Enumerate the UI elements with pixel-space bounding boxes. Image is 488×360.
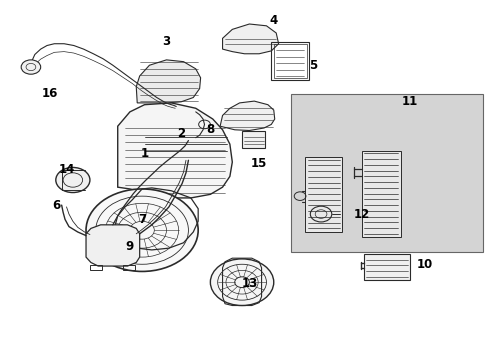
Circle shape: [86, 189, 198, 271]
Text: 14: 14: [58, 163, 75, 176]
Circle shape: [21, 60, 41, 74]
Text: 9: 9: [125, 240, 134, 253]
Bar: [271, 42, 309, 80]
Text: 5: 5: [308, 59, 316, 72]
Text: 3: 3: [162, 35, 170, 49]
Text: 1: 1: [140, 147, 148, 159]
Text: 15: 15: [250, 157, 267, 170]
Circle shape: [56, 167, 90, 193]
Text: 6: 6: [53, 199, 61, 212]
Bar: [122, 265, 135, 270]
Circle shape: [210, 259, 273, 306]
Bar: [273, 44, 306, 78]
Bar: [290, 94, 483, 252]
Text: 10: 10: [416, 258, 432, 271]
Polygon shape: [86, 225, 140, 266]
Text: 2: 2: [177, 127, 185, 140]
Text: 11: 11: [401, 95, 418, 108]
Text: 4: 4: [269, 14, 277, 27]
Text: 13: 13: [241, 278, 257, 291]
Text: 8: 8: [206, 123, 214, 136]
Polygon shape: [118, 103, 232, 198]
Polygon shape: [363, 253, 409, 280]
Polygon shape: [361, 151, 400, 237]
Bar: [90, 265, 102, 270]
Text: 12: 12: [353, 208, 369, 221]
Polygon shape: [222, 24, 278, 54]
Polygon shape: [305, 157, 341, 232]
Polygon shape: [136, 60, 200, 103]
Polygon shape: [220, 101, 274, 131]
Text: 16: 16: [41, 87, 58, 100]
Bar: [242, 131, 265, 148]
Text: 7: 7: [138, 213, 146, 226]
